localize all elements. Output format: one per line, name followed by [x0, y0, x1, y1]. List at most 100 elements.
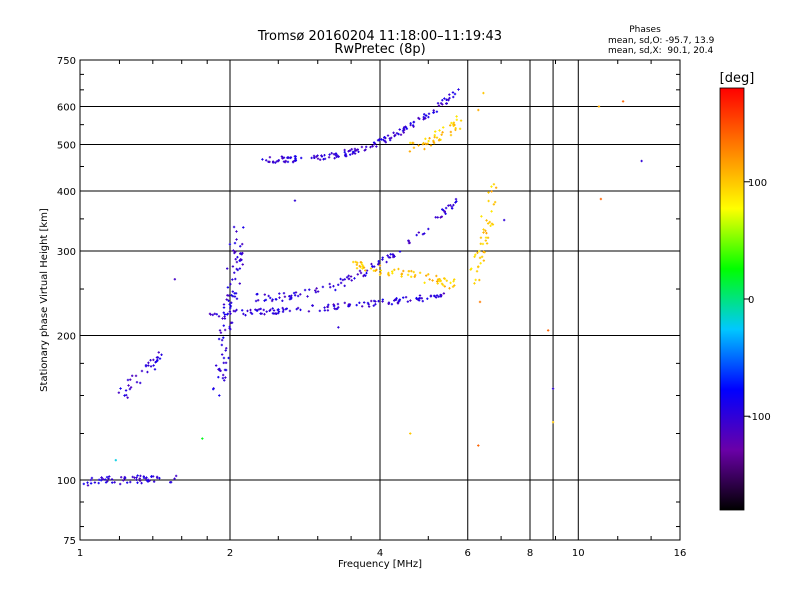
data-point: [282, 291, 286, 295]
data-point: [113, 481, 116, 484]
data-point: [126, 396, 129, 399]
data-point: [424, 137, 427, 141]
data-point: [412, 121, 415, 124]
data-point: [119, 387, 122, 390]
data-point: [448, 96, 451, 100]
colorbar-tick-label: -100: [748, 412, 771, 423]
data-point: [427, 227, 430, 231]
data-point: [404, 125, 407, 128]
data-point: [265, 310, 268, 313]
data-point: [93, 481, 97, 484]
data-point: [387, 256, 390, 259]
data-point: [489, 224, 492, 228]
data-point: [387, 271, 390, 275]
data-point: [383, 139, 387, 143]
data-point: [158, 476, 161, 480]
data-point: [142, 475, 145, 478]
data-point: [127, 384, 130, 387]
y-tick-label: 100: [57, 476, 76, 487]
data-point: [281, 310, 285, 313]
data-point: [409, 432, 412, 435]
y-tick-label: 400: [57, 187, 76, 198]
data-point: [136, 481, 139, 484]
data-point: [257, 299, 260, 302]
data-point: [129, 386, 133, 389]
data-point: [265, 159, 268, 162]
data-point: [144, 365, 148, 368]
data-point: [361, 267, 364, 270]
data-point: [135, 476, 138, 479]
data-point: [486, 236, 490, 239]
data-point: [224, 368, 228, 372]
data-point: [546, 329, 550, 332]
data-point: [140, 369, 144, 373]
data-point: [149, 365, 153, 368]
data-point: [369, 267, 373, 270]
data-point: [451, 91, 455, 94]
data-point: [378, 264, 382, 267]
data-point: [156, 358, 159, 362]
data-point: [477, 444, 480, 447]
data-point: [373, 265, 376, 268]
data-point: [323, 153, 326, 157]
data-point: [249, 308, 252, 312]
data-point: [455, 115, 458, 118]
data-point: [427, 112, 431, 115]
data-point: [270, 299, 274, 303]
data-point: [487, 191, 490, 194]
data-point: [347, 274, 350, 277]
data-point: [114, 458, 118, 462]
data-point: [376, 139, 380, 142]
data-point: [454, 197, 458, 201]
x-axis-ticks: 1 2 4 6 8 10 16: [77, 60, 686, 559]
data-point: [332, 303, 335, 306]
data-point: [359, 271, 363, 275]
data-point: [415, 296, 418, 300]
data-point: [490, 210, 493, 213]
data-point: [249, 311, 253, 314]
data-point: [394, 298, 397, 301]
data-point: [442, 126, 445, 129]
data-point: [408, 150, 412, 153]
data-point: [82, 482, 86, 486]
data-point: [358, 264, 361, 268]
data-point: [476, 265, 480, 269]
data-point: [217, 375, 220, 379]
data-point: [449, 130, 453, 134]
data-point: [283, 295, 287, 298]
data-point: [323, 309, 327, 312]
data-point: [314, 289, 317, 292]
data-point: [241, 263, 244, 266]
data-point: [339, 281, 343, 285]
data-point: [236, 268, 239, 272]
data-point: [392, 254, 396, 257]
data-point: [432, 140, 435, 144]
data-point: [427, 115, 430, 119]
data-point: [232, 249, 235, 252]
data-point: [222, 361, 225, 365]
data-point: [296, 294, 300, 298]
data-point: [343, 284, 346, 288]
data-point: [275, 160, 279, 163]
data-points: [82, 88, 643, 487]
data-point: [288, 295, 291, 298]
chart-title: Tromsø 20160204 11:18:00–11:19:43: [257, 29, 502, 44]
data-point: [311, 304, 314, 307]
data-point: [441, 208, 444, 211]
data-point: [435, 110, 439, 113]
data-point: [453, 278, 456, 281]
data-point: [367, 303, 370, 306]
data-point: [486, 222, 490, 225]
data-point: [327, 303, 330, 307]
data-point: [104, 481, 108, 484]
data-point: [386, 254, 389, 257]
data-point: [364, 145, 368, 149]
data-point: [110, 478, 114, 481]
data-point: [364, 269, 367, 272]
data-point: [153, 368, 157, 371]
data-point: [452, 280, 455, 283]
data-point: [229, 306, 232, 310]
data-point: [417, 116, 420, 120]
data-point: [128, 387, 132, 391]
data-point: [267, 294, 270, 298]
